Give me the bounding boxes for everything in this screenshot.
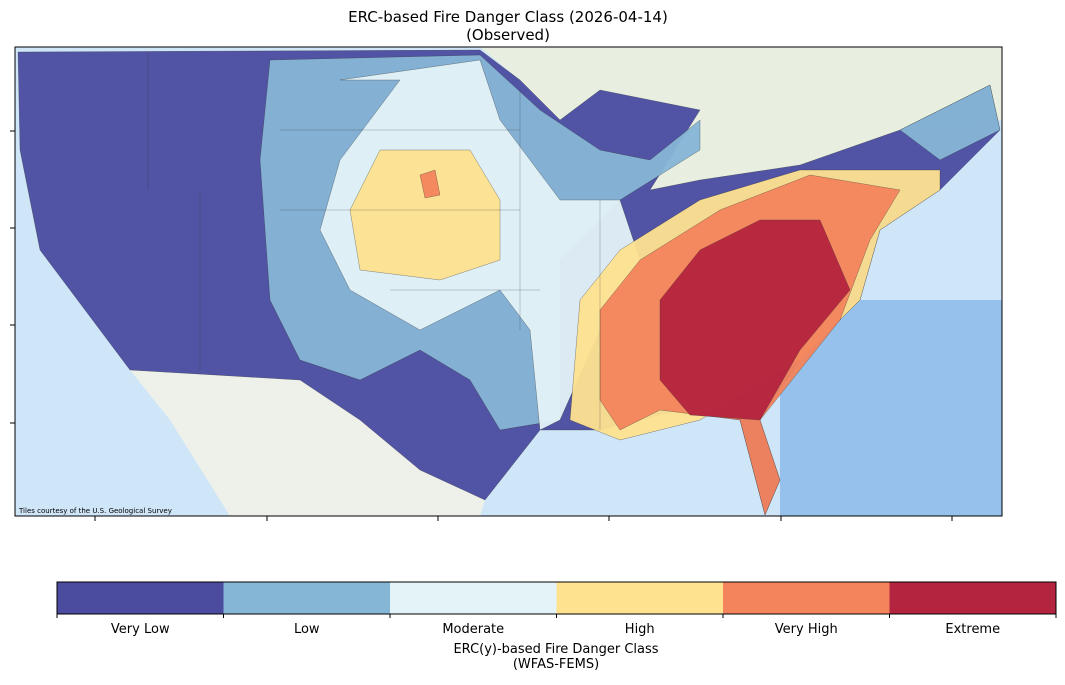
colorbar: Very Low Low Moderate High Very High Extreme (56, 581, 1057, 637)
danger-region (349, 149, 501, 281)
danger-region (659, 219, 851, 421)
title: ERC-based Fire Danger Class (2026-04-14) (348, 8, 668, 26)
state-lines (147, 52, 601, 430)
attribution: Tiles courtesy of the U.S. Geological Su… (18, 507, 172, 515)
colorbar-swatch (390, 582, 557, 614)
colorbar-label: Very Low (111, 622, 170, 637)
mexico (130, 370, 485, 516)
colorbar-label: High (625, 622, 655, 637)
colorbar-title: ERC(y)-based Fire Danger Class (453, 642, 658, 657)
colorbar-swatch (889, 582, 1056, 614)
colorbar-label: Very High (775, 622, 838, 637)
colorbar-swatch (223, 582, 390, 614)
colorbar-subtitle: (WFAS-FEMS) (513, 657, 599, 672)
canada (15, 47, 1002, 190)
colorbar-swatch (57, 582, 224, 614)
colorbar-label: Extreme (945, 622, 1000, 637)
danger-region (419, 169, 441, 199)
map: Tiles courtesy of the U.S. Geological Su… (15, 47, 1002, 516)
danger-region (899, 84, 1001, 161)
subtitle: (Observed) (466, 26, 550, 44)
colorbar-label: Low (294, 622, 320, 637)
colorbar-swatch (556, 582, 723, 614)
colorbar-label: Moderate (442, 622, 504, 637)
axis-ticks (10, 130, 953, 521)
colorbar-swatch (723, 582, 890, 614)
colorbar-frame (56, 581, 1057, 615)
map-frame (14, 46, 1003, 517)
fire-danger-regions (17, 49, 1001, 516)
